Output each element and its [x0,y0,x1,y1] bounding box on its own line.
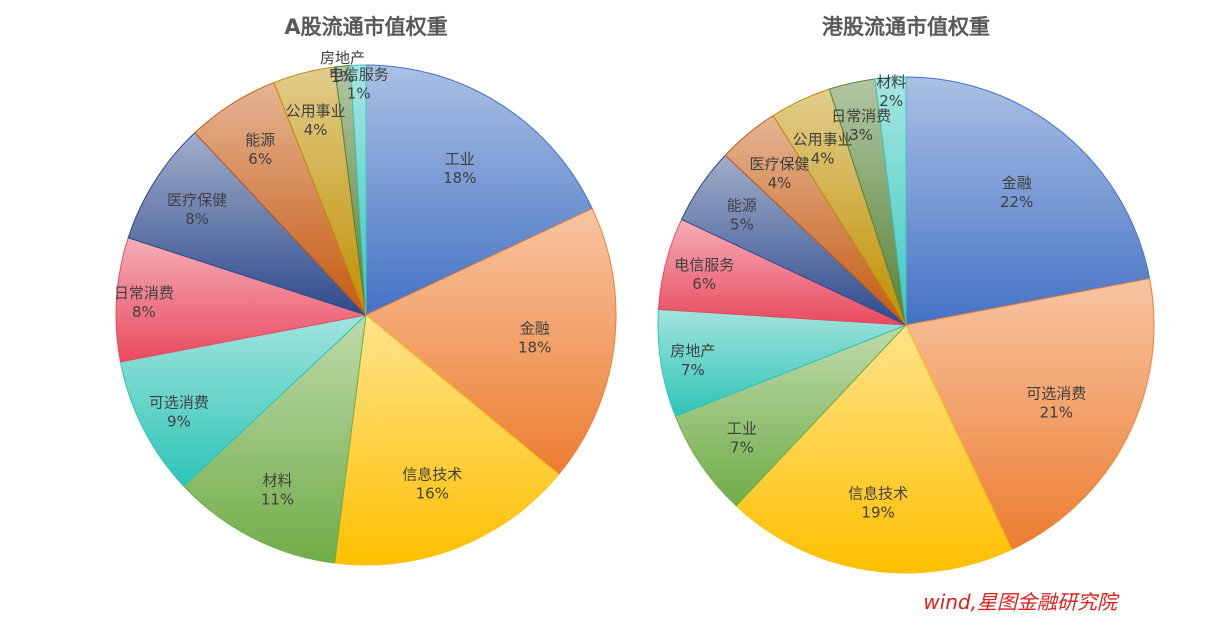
slice-label: 能源 [245,131,275,149]
slice-value-label: 7% [681,361,705,379]
slice-value-label: 19% [861,503,894,521]
slice-value-label: 18% [443,169,476,187]
a-share-pie-chart: A股流通市值权重 工业18%金融18%信息技术16%材料11%可选消费9%日常消… [114,15,617,566]
pie-slice [905,277,1155,551]
slice-value-label: 6% [692,275,716,293]
slice-value-label: 5% [730,216,754,234]
slice-label: 医疗保健 [167,191,227,209]
pie-slice [127,132,367,316]
slice-value-label: 1% [347,85,371,103]
slice-label: 公用事业 [793,131,853,149]
slice-value-label: 4% [768,174,792,192]
slice-label: 电信服务 [329,66,389,84]
slice-value-label: 21% [1040,404,1073,422]
slice-value-label: 16% [416,484,449,502]
slice-label: 能源 [727,197,757,215]
slice-label: 医疗保健 [749,155,809,173]
source-note: wind,星图金融研究院 [923,590,1117,614]
pie-slice [657,308,907,417]
slice-value-label: 3% [849,126,873,144]
hk-share-pie-chart: 港股流通市值权重 金融22%可选消费21%信息技术19%工业7%房地产7%电信服… [657,15,1155,574]
slice-label: 金融 [1002,174,1032,192]
a-share-chart-title: A股流通市值权重 [284,15,447,39]
slice-value-label: 8% [132,303,156,321]
pie-slice [365,207,617,476]
slice-label: 房地产 [320,49,365,67]
hk-share-chart-title: 港股流通市值权重 [822,15,990,39]
slice-value-label: 18% [518,338,551,356]
pie-slice [905,76,1151,326]
slice-label: 信息技术 [402,465,462,483]
pie-slice [183,313,367,564]
slice-label: 工业 [727,420,757,438]
slice-value-label: 6% [248,150,272,168]
pie-slice [334,314,560,566]
slice-value-label: 22% [1000,193,1033,211]
slice-label: 信息技术 [848,484,908,502]
slice-label: 公用事业 [286,102,346,120]
slice-label: 电信服务 [674,256,734,274]
pie-slice [874,76,907,326]
pie-slice [115,237,367,363]
pie-slice [365,64,593,316]
pie-slice [674,324,907,507]
slice-value-label: 9% [167,412,191,430]
slice-value-label: 1% [331,68,355,86]
slice-value-label: 11% [261,491,294,509]
slice-label: 工业 [445,150,475,168]
slice-label: 可选消费 [1026,385,1086,403]
slice-value-label: 4% [811,150,835,168]
slice-label: 日常消费 [831,107,891,125]
slice-value-label: 2% [879,92,903,110]
slice-value-label: 4% [304,121,328,139]
slice-label: 材料 [262,472,292,490]
slice-label: 材料 [876,73,906,91]
slice-value-label: 7% [730,439,754,457]
slice-label: 可选消费 [149,393,209,411]
slice-label: 房地产 [670,342,715,360]
pie-slice [119,314,368,487]
slice-label: 日常消费 [114,284,174,302]
pie-slice [349,64,367,316]
slice-value-label: 8% [185,210,209,228]
slice-label: 金融 [520,319,550,337]
pie-slice [735,324,1013,574]
